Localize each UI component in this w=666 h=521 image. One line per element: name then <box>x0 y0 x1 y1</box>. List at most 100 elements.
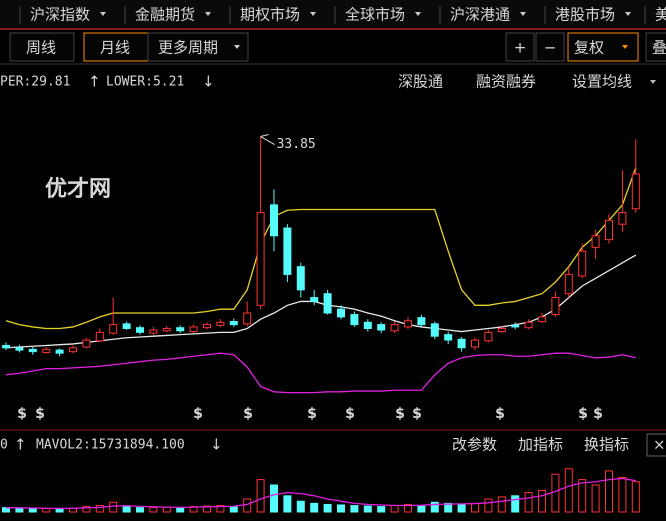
tab-button[interactable] <box>147 32 249 62</box>
signal-marker: $ <box>495 406 505 422</box>
signal-marker: $ <box>193 406 203 422</box>
volume-bar <box>337 504 345 513</box>
candle-body <box>229 321 238 326</box>
signal-marker: $ <box>578 406 588 422</box>
down-arrow: ↓ <box>210 436 223 454</box>
volume-bar <box>122 506 131 513</box>
tool-label: + <box>514 39 527 57</box>
mavol1-label: 0 <box>0 438 8 453</box>
close-button[interactable] <box>646 433 666 457</box>
menu-item[interactable]: 金融期货 <box>135 6 195 24</box>
volume-bar <box>457 503 466 513</box>
volume-bar <box>28 508 37 513</box>
candle-body <box>256 212 265 306</box>
peak-label: 33.85 <box>277 137 316 152</box>
candle-body <box>564 273 573 295</box>
volume-bar <box>176 507 185 513</box>
signal-marker: $ <box>345 406 355 422</box>
indicator-link[interactable]: 设置均线 <box>572 73 632 91</box>
tab-label: 月线 <box>100 39 130 57</box>
candle-body <box>497 327 506 333</box>
tab-label: 更多周期 <box>158 39 218 57</box>
boll-line <box>5 167 637 330</box>
candle-body <box>337 308 345 318</box>
candle-body <box>390 324 399 332</box>
volume-bar <box>484 498 493 513</box>
menu-item[interactable]: 美 <box>655 6 666 24</box>
dropdown-arrow <box>205 12 211 16</box>
volume-bar <box>95 505 104 513</box>
dropdown-arrow <box>520 12 526 16</box>
volume-bar <box>229 506 238 513</box>
volume-bar <box>538 489 546 513</box>
upper-label: PER:29.81 <box>0 75 70 90</box>
dropdown-arrow <box>234 45 240 49</box>
volume-bar <box>323 503 332 513</box>
peak-pointer <box>260 134 275 145</box>
candle-body <box>538 316 546 323</box>
tool-button[interactable] <box>645 32 666 62</box>
candle-body <box>42 348 51 353</box>
volume-bar <box>149 506 158 513</box>
volume-bar <box>497 496 506 513</box>
candle-body <box>430 323 439 337</box>
candle-body <box>176 327 185 332</box>
candle-body <box>15 347 24 351</box>
candle-body <box>2 344 10 349</box>
indicator-link[interactable]: 融资融券 <box>476 73 536 91</box>
tab-button[interactable] <box>83 32 149 62</box>
candle-body <box>109 324 118 334</box>
volume-bar <box>390 505 399 513</box>
candle-body <box>457 338 466 349</box>
signal-marker: $ <box>395 406 405 422</box>
volume-bar <box>444 502 453 513</box>
volume-bar <box>15 507 24 513</box>
dropdown-arrow <box>650 80 656 84</box>
candle-body <box>243 312 252 325</box>
signal-marker: $ <box>593 406 603 422</box>
candle-body <box>296 266 305 291</box>
candle-body <box>28 348 37 353</box>
volume-tool[interactable]: 换指标 <box>584 436 629 454</box>
candle-body <box>95 331 104 342</box>
tool-label: − <box>544 39 557 57</box>
menu-item[interactable]: 沪深指数 <box>30 6 90 24</box>
volume-bar <box>350 505 359 513</box>
indicator-link[interactable]: 深股通 <box>398 73 443 91</box>
tab-button[interactable] <box>9 32 75 62</box>
candle-body <box>377 324 386 331</box>
volume-tool[interactable]: 改参数 <box>452 436 497 454</box>
volume-tool[interactable]: × <box>653 436 666 454</box>
volume-tool[interactable]: 加指标 <box>518 436 563 454</box>
volume-bar <box>136 507 144 513</box>
candle-body <box>605 219 613 241</box>
menu-item[interactable]: 全球市场 <box>345 6 405 24</box>
volume-bar <box>551 473 560 513</box>
signal-marker: $ <box>35 406 45 422</box>
volume-bar <box>363 505 372 513</box>
volume-bar <box>162 506 171 513</box>
signal-marker: $ <box>307 406 317 422</box>
volume-bar <box>243 498 252 513</box>
candle-body <box>578 250 587 277</box>
menu-item[interactable]: 沪深港通 <box>450 6 510 24</box>
candle-body <box>310 297 319 302</box>
candle-body <box>122 323 131 329</box>
volume-bar <box>471 502 479 513</box>
volume-bar <box>430 501 439 513</box>
volume-bar <box>270 484 278 513</box>
candle-body <box>511 324 520 328</box>
tool-button[interactable] <box>535 32 565 62</box>
tool-label: 叠 <box>652 39 666 57</box>
up-arrow: ↑ <box>14 436 27 454</box>
volume-bar <box>524 492 533 513</box>
volume-bar <box>618 476 627 513</box>
tool-button[interactable] <box>505 32 535 62</box>
menu-item[interactable]: 港股市场 <box>555 6 615 24</box>
candle-body <box>189 326 198 333</box>
candle-body <box>484 331 493 342</box>
menu-item[interactable]: 期权市场 <box>240 6 300 24</box>
candle-body <box>404 320 412 328</box>
